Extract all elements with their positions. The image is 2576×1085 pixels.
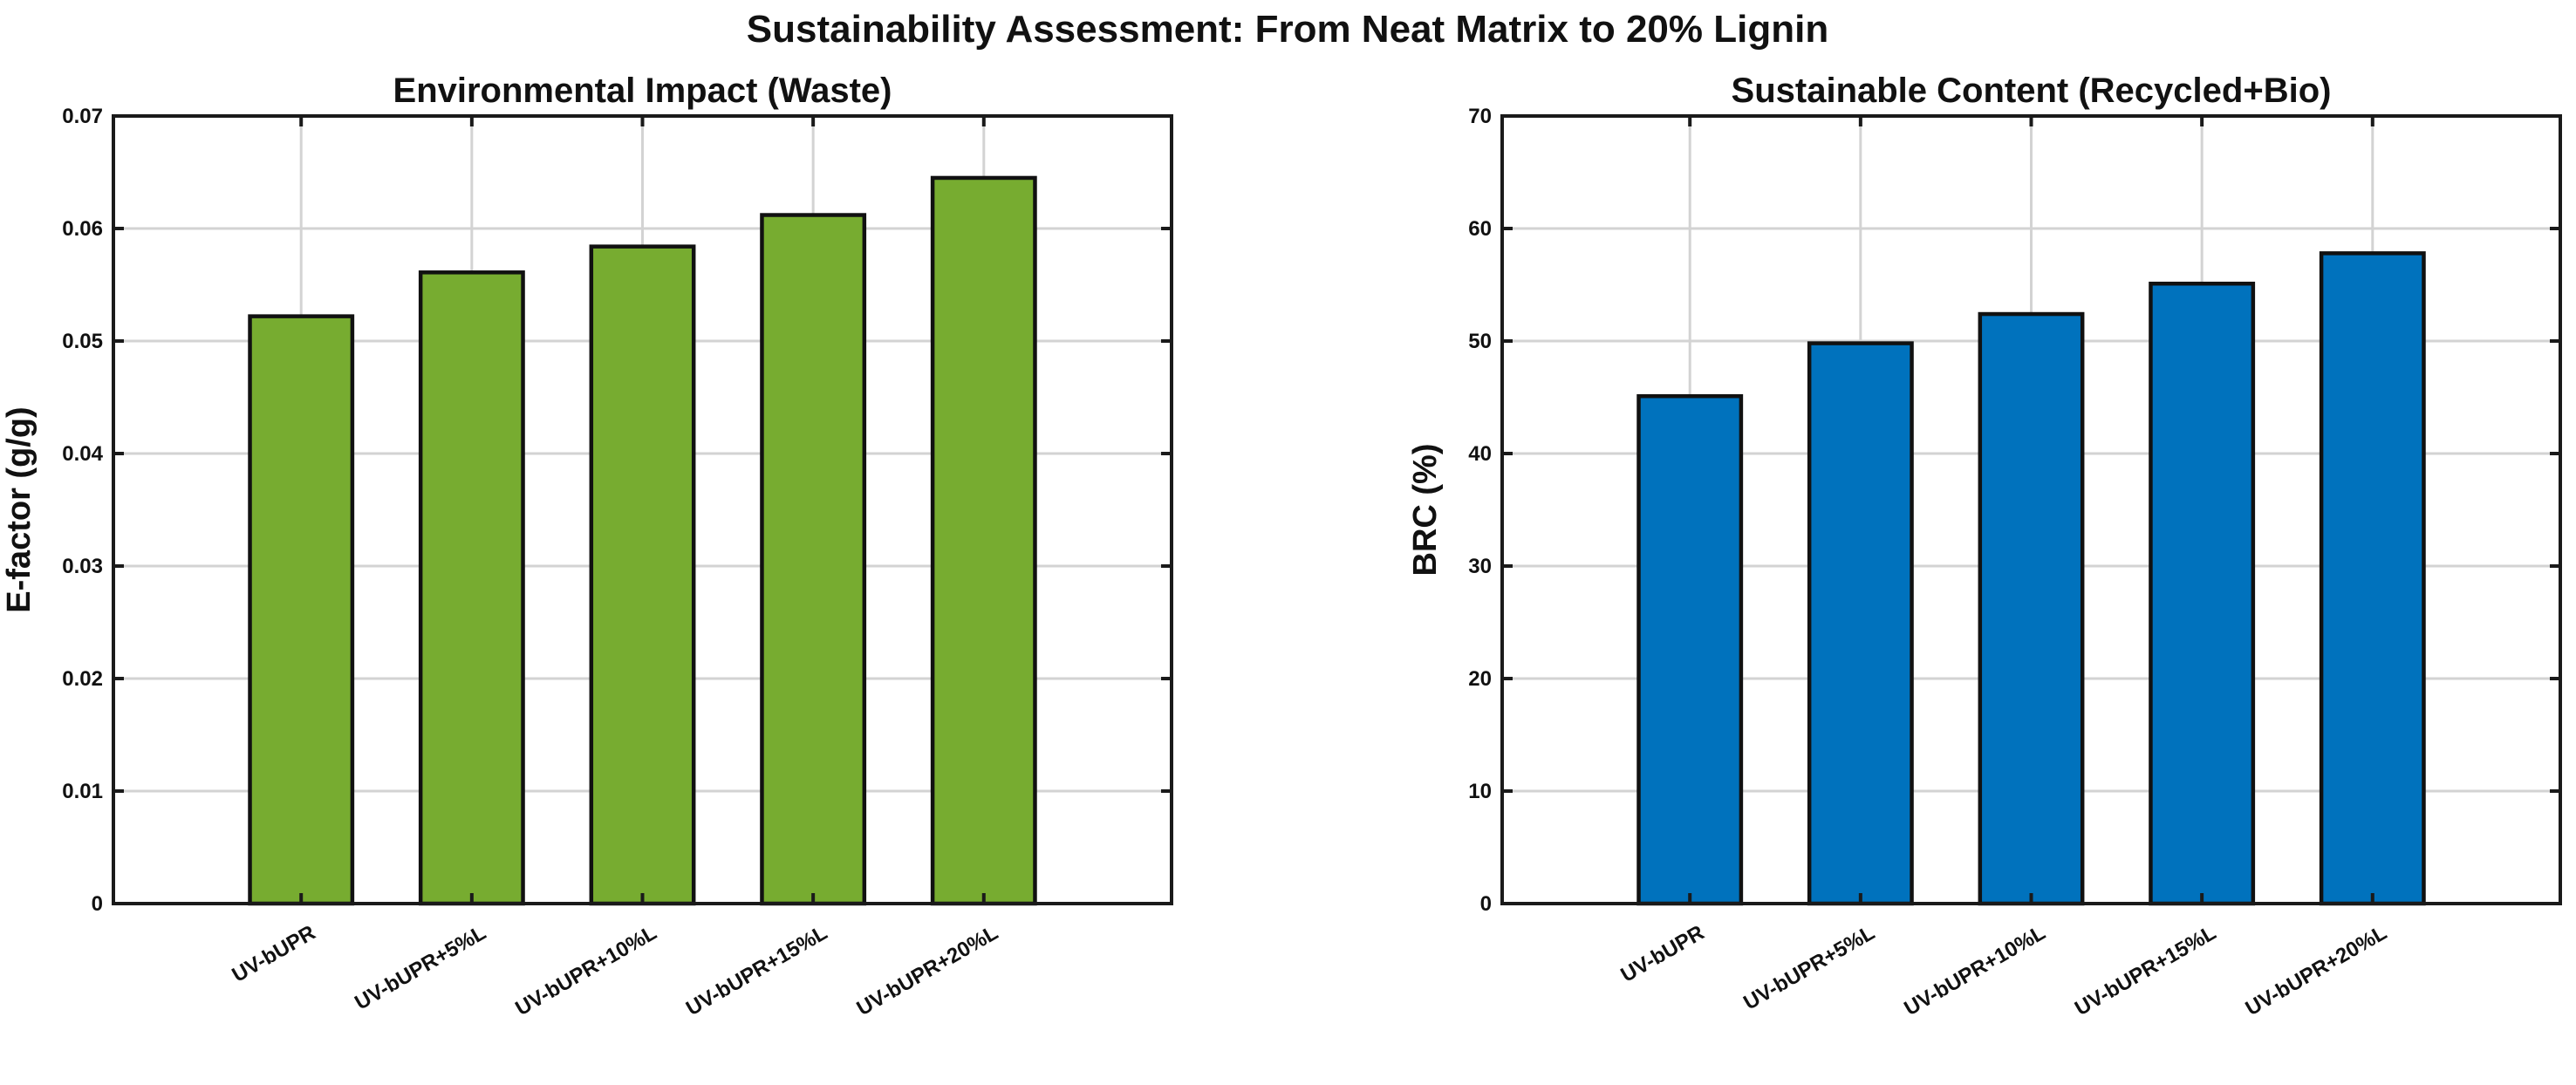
bar-uv-bupr-10-l — [589, 244, 696, 906]
chart-title: Environmental Impact (Waste) — [393, 72, 892, 110]
y-axis-label: E-factor (g/g) — [1, 406, 38, 612]
y-tick-label: 0 — [1480, 892, 1492, 916]
bar-uv-bupr-15-l — [2149, 281, 2256, 906]
bar-uv-bupr — [1636, 393, 1744, 906]
chart-e-factor: Environmental Impact (Waste) 0 0.01 0.02 0.0… — [1, 72, 1173, 1020]
y-tick-label: 50 — [1468, 330, 1492, 353]
bar-uv-bupr-20-l — [2319, 251, 2426, 906]
y-tick-label: 20 — [1468, 667, 1492, 691]
figure-title: Sustainability Assessment: From Neat Mat… — [747, 8, 1828, 51]
y-tick-label: 0 — [92, 892, 103, 916]
y-tick-label: 0.04 — [62, 442, 103, 466]
x-tick-label: UV-bUPR+15%L — [682, 921, 831, 1020]
bar-uv-bupr-5-l — [1807, 341, 1914, 906]
x-tick-label: UV-bUPR+10%L — [511, 921, 660, 1020]
x-tick-label: UV-bUPR — [1616, 921, 1708, 987]
bar-uv-bupr-15-l — [760, 213, 867, 906]
y-tick-label: 0.02 — [62, 667, 103, 691]
y-tick-label: 0.01 — [62, 780, 103, 803]
bar-uv-bupr — [248, 314, 355, 906]
y-tick-label: 0.05 — [62, 330, 103, 353]
y-axis-label: BRC (%) — [1407, 444, 1444, 577]
chart-title: Sustainable Content (Recycled+Bio) — [1732, 72, 2332, 110]
x-tick-label: UV-bUPR — [228, 921, 319, 987]
y-tick-label: 60 — [1468, 217, 1492, 241]
x-tick-label: UV-bUPR+20%L — [853, 921, 1002, 1020]
x-tick-label: UV-bUPR+5%L — [1739, 921, 1879, 1015]
y-tick-label: 40 — [1468, 442, 1492, 466]
bar-uv-bupr-10-l — [1978, 311, 2085, 906]
x-tick-label: UV-bUPR+15%L — [2071, 921, 2220, 1020]
x-tick-label: UV-bUPR+10%L — [1900, 921, 2049, 1020]
chart-brc: Sustainable Content (Recycled+Bio) 0 10 20 3… — [1407, 72, 2562, 1020]
x-tick-label: UV-bUPR+20%L — [2242, 921, 2391, 1020]
y-tick-label: 70 — [1468, 105, 1492, 128]
bar-uv-bupr-20-l — [930, 175, 1037, 906]
y-tick-label: 0.03 — [62, 555, 103, 578]
y-tick-label: 0.07 — [62, 105, 103, 128]
y-tick-label: 0.06 — [62, 217, 103, 241]
y-tick-label: 30 — [1468, 555, 1492, 578]
bar-uv-bupr-5-l — [418, 270, 525, 906]
x-tick-label: UV-bUPR+5%L — [351, 921, 490, 1015]
y-tick-label: 10 — [1468, 780, 1492, 803]
